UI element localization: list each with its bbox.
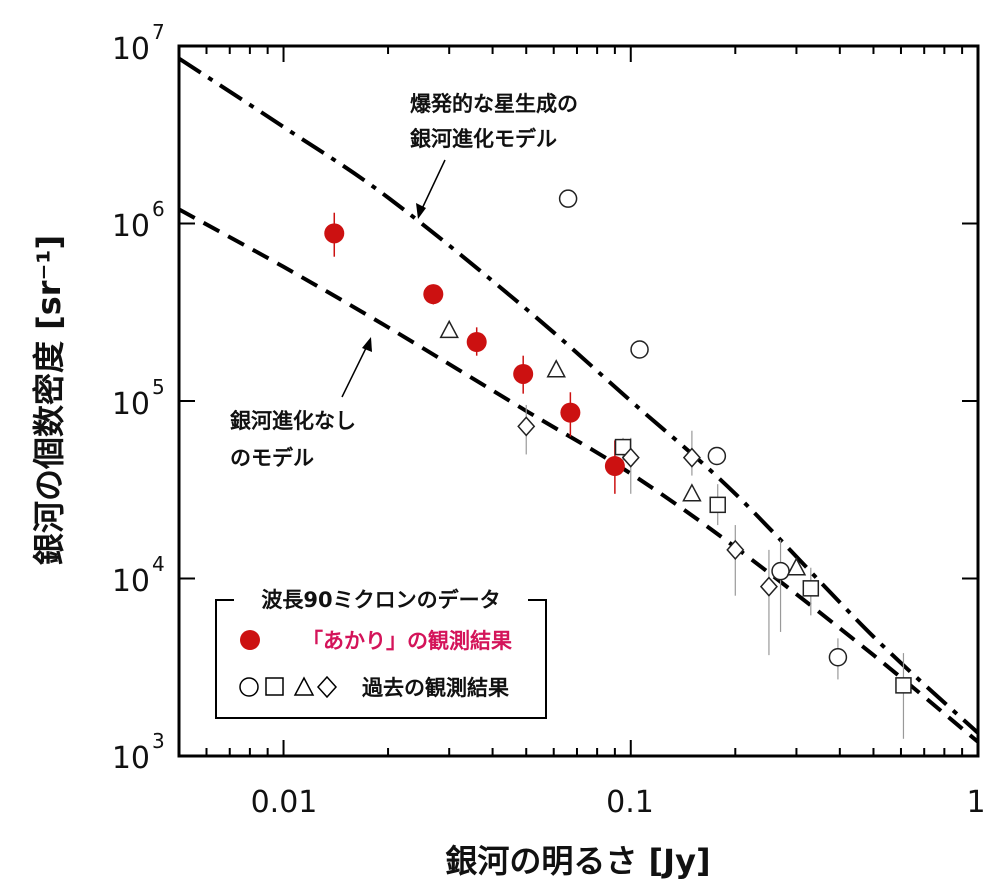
svg-text:3: 3 [152, 729, 165, 753]
annotation-noevo-line2: のモデル [230, 446, 314, 470]
past-triangle-point [682, 483, 702, 502]
svg-text:6: 6 [152, 197, 165, 221]
y-tick-label: 10 5 [112, 375, 165, 422]
past-circle-point [630, 340, 649, 359]
legend: 波長90ミクロンのデータ 「あかり」の観測結果 過去の観測結果 [215, 588, 547, 719]
legend-past-markers [239, 675, 338, 699]
past-triangle-point [786, 557, 807, 576]
svg-text:7: 7 [152, 20, 165, 44]
model-line-noevo [179, 207, 978, 744]
past-circle-point [707, 446, 727, 466]
past-circle-point [558, 189, 578, 208]
x-tick-label: 0.01 [251, 785, 318, 820]
legend-akari-marker [240, 630, 260, 650]
svg-text:10: 10 [112, 32, 150, 67]
past-diamond-point [517, 416, 536, 437]
past-square-point [895, 677, 912, 694]
annotation-burst-line2: 銀河進化モデル [410, 127, 557, 151]
past-circle-point [828, 648, 848, 667]
y-tick-label: 10 3 [112, 729, 165, 776]
annotation-arrow-burst [416, 159, 446, 219]
akari-point [324, 223, 345, 244]
past-diamond-point [759, 576, 778, 597]
legend-box [215, 599, 547, 719]
legend-title: 波長90ミクロンのデータ [261, 588, 500, 612]
svg-text:10: 10 [112, 741, 150, 776]
svg-text:5: 5 [152, 375, 165, 399]
annotation-noevo-line1: 銀河進化なし [230, 409, 356, 433]
akari-point [423, 284, 444, 305]
y-tick-label: 10 4 [112, 552, 165, 599]
model-line-burst [179, 56, 978, 735]
svg-text:10: 10 [112, 564, 150, 599]
annotation-burst-line1: 爆発的な星生成の [410, 92, 578, 116]
past-diamond-point [726, 539, 745, 560]
x-tick-label: 0.1 [606, 785, 654, 820]
past-square-point [709, 496, 726, 514]
akari-point [604, 456, 625, 477]
past-square-point [614, 438, 632, 456]
svg-text:4: 4 [152, 552, 165, 576]
past-diamond-point [682, 447, 701, 468]
akari-point [513, 363, 534, 384]
y-tick-label: 10 6 [112, 197, 165, 244]
past-triangle-point [439, 319, 459, 339]
past-triangle-point [546, 359, 566, 378]
x-tick-label: 1 [966, 785, 985, 820]
y-axis-title: 銀河の個数密度 [sr⁻¹] [30, 235, 68, 565]
data-markers [324, 189, 912, 694]
past-circle-point [771, 561, 790, 581]
legend-past-label: 過去の観測結果 [362, 676, 509, 700]
axis-ticks [178, 45, 979, 757]
akari-point [560, 402, 581, 423]
past-diamond-point [621, 447, 640, 468]
svg-text:10: 10 [112, 209, 150, 244]
annotation-arrow-noevo [341, 337, 372, 398]
akari-point [466, 331, 487, 352]
x-axis-title: 銀河の明るさ [Jy] [445, 842, 710, 880]
legend-akari-label: 「あかり」の観測結果 [302, 629, 512, 653]
y-tick-label: 10 7 [112, 20, 165, 67]
svg-text:10: 10 [112, 387, 150, 422]
past-square-point [802, 580, 820, 597]
